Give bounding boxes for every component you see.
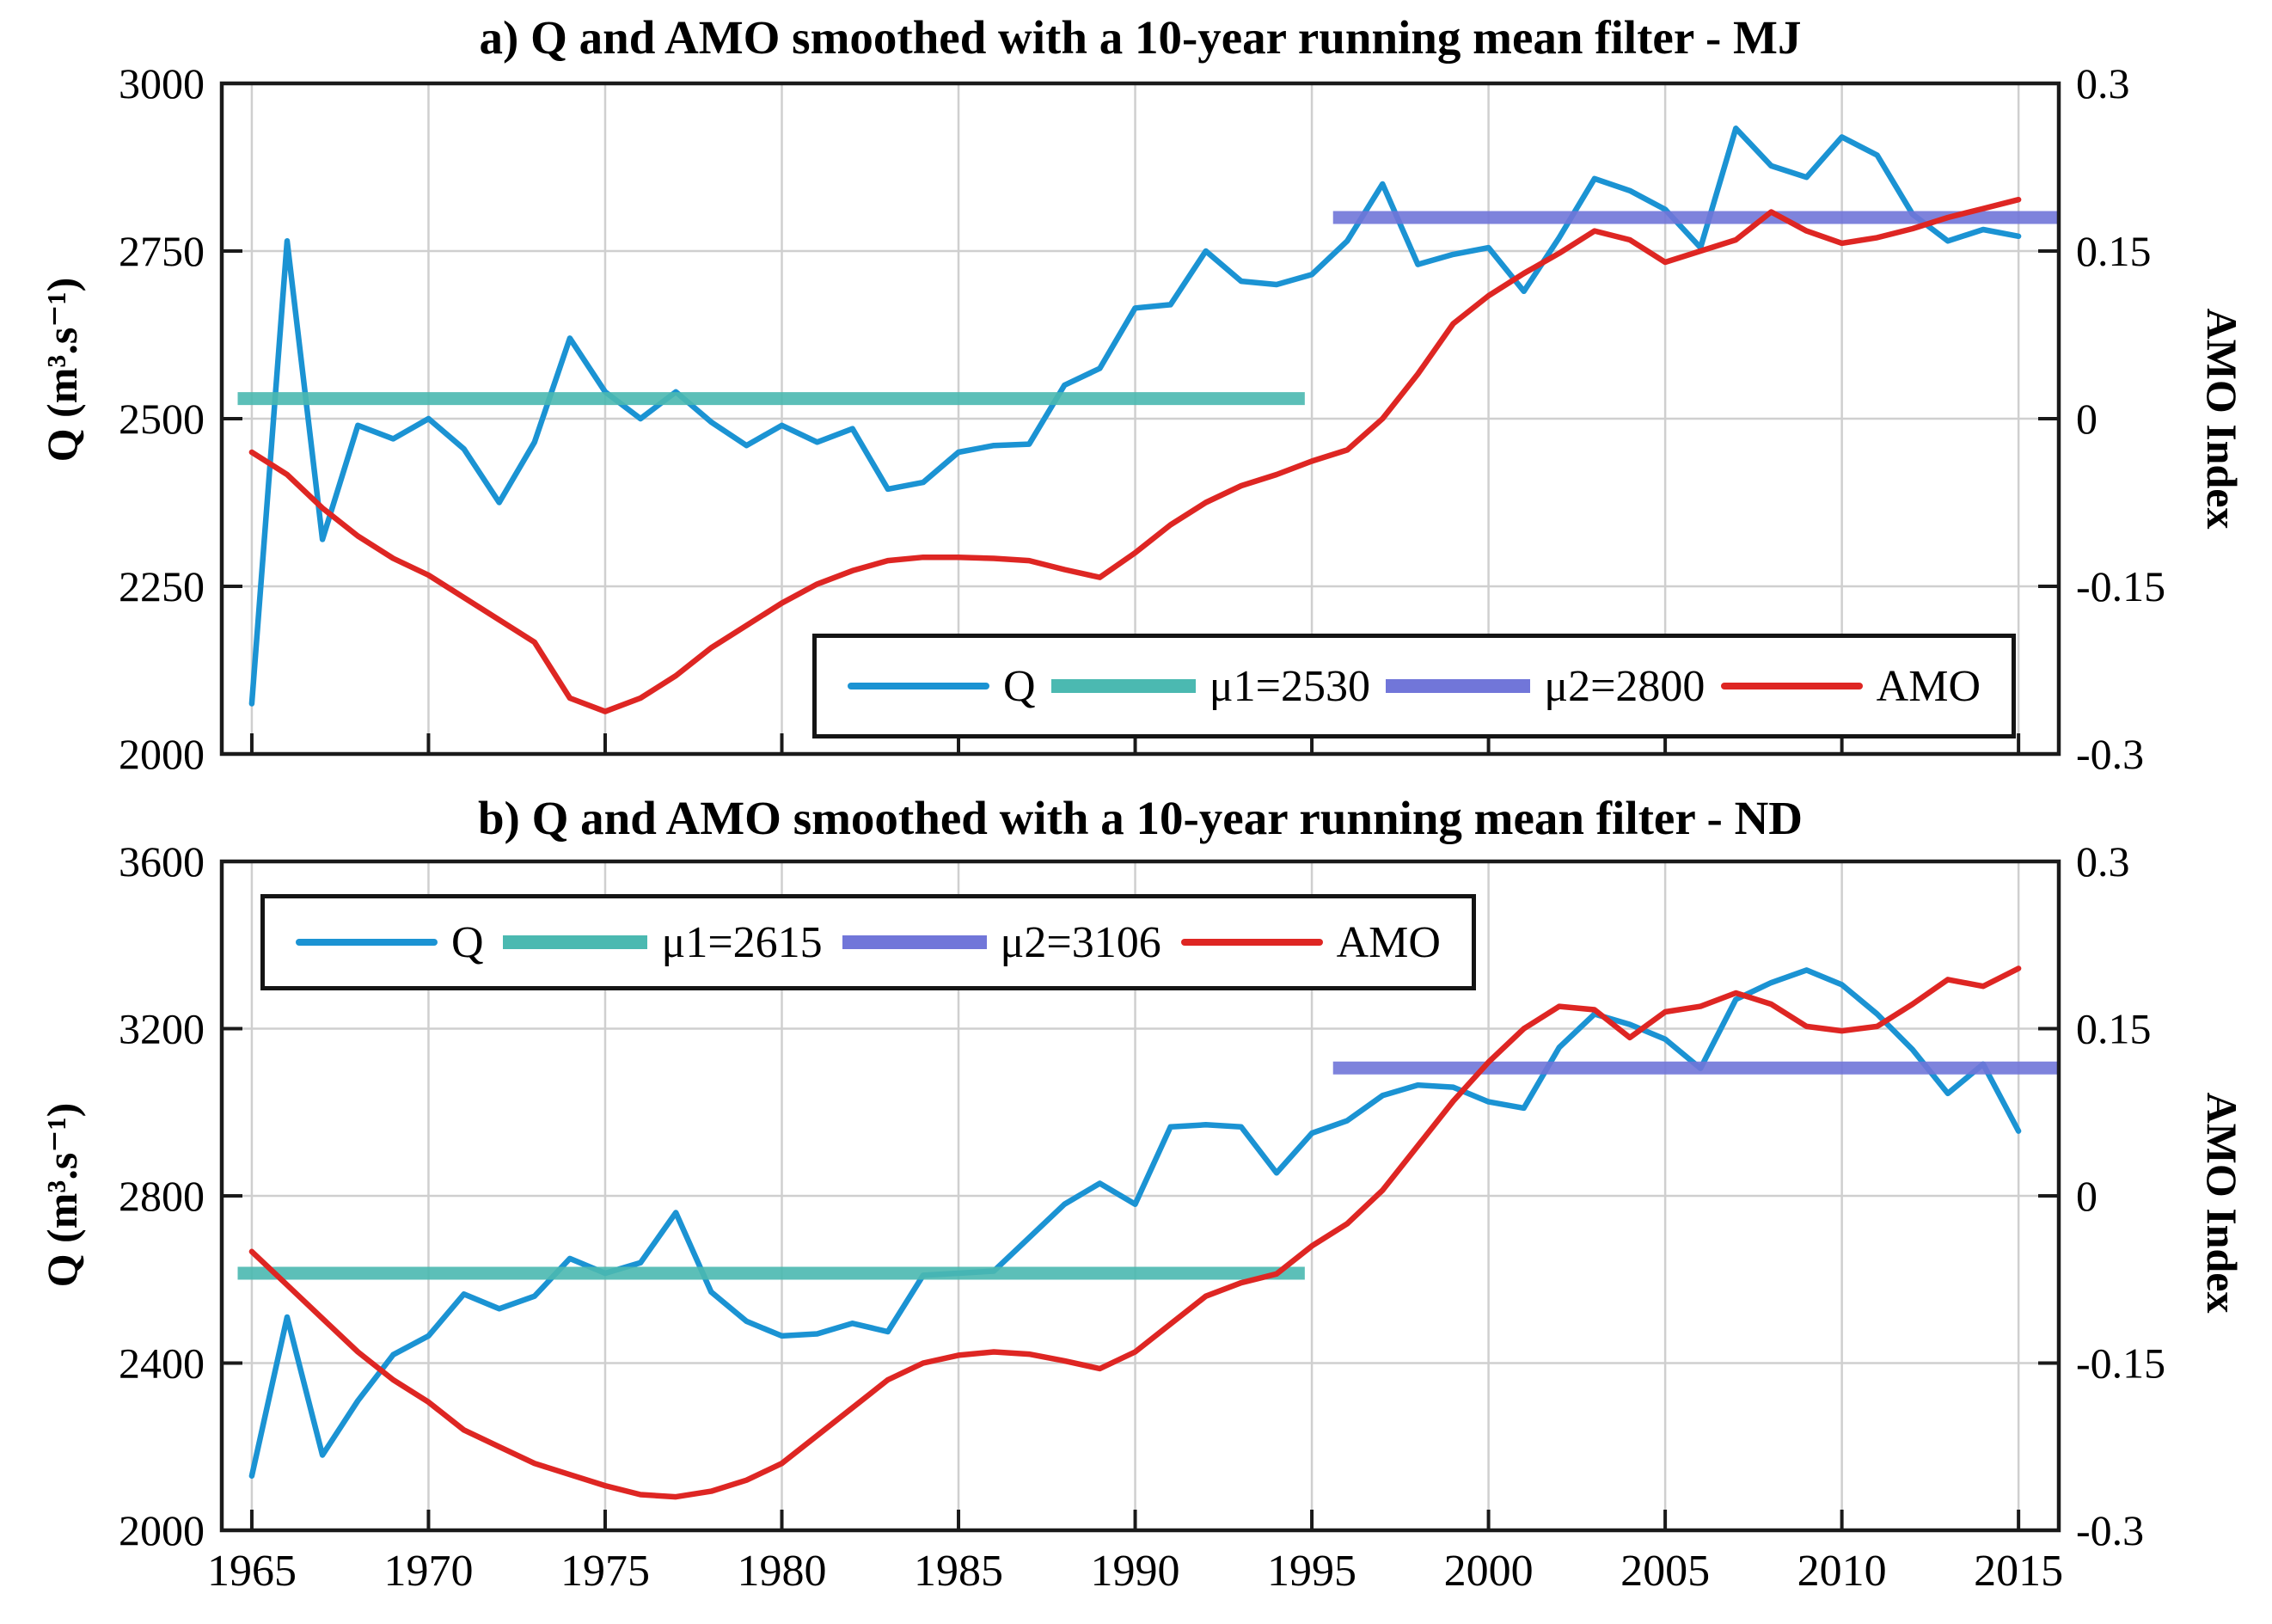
x-tick-label: 1980 — [737, 1547, 826, 1596]
x-tick-label: 1970 — [383, 1547, 473, 1596]
y2-tick-label-panel-b: -0.3 — [2076, 1506, 2144, 1554]
y2-tick-label-panel-a: 0.15 — [2076, 227, 2152, 275]
y-tick-label-panel-b: 3200 — [119, 1005, 205, 1053]
y-tick-label-panel-b: 2400 — [119, 1339, 205, 1388]
x-tick-label: 1990 — [1091, 1547, 1180, 1596]
y-tick-label-panel-b: 2800 — [119, 1172, 205, 1220]
legend-label-q: Q — [1003, 661, 1036, 711]
x-tick-label: 2015 — [1974, 1547, 2063, 1596]
q-line-swatch — [296, 939, 438, 946]
y-tick-label-panel-a: 2000 — [119, 730, 205, 778]
x-tick-label: 1965 — [207, 1547, 297, 1596]
y-tick-label-panel-a: 2250 — [119, 562, 205, 610]
mu2-line-swatch — [842, 935, 987, 949]
amo-line-swatch — [1720, 683, 1863, 689]
legend-label-mu2: μ2=3106 — [1000, 917, 1161, 967]
mu1-line-swatch — [1050, 679, 1196, 693]
y2-tick-label-panel-b: 0.3 — [2076, 837, 2130, 886]
y2-tick-label-panel-b: -0.15 — [2076, 1339, 2165, 1388]
legend-item-mu2: μ2=3106 — [842, 917, 1161, 968]
y2-tick-label-panel-a: -0.3 — [2076, 730, 2144, 778]
y2-tick-label-panel-a: 0.3 — [2076, 59, 2130, 107]
panel-b-y2-axis-label: AMO Index — [2198, 1092, 2246, 1314]
panel-b-y-axis-label: Q (m³.s⁻¹) — [38, 1102, 86, 1288]
x-tick-label: 1985 — [914, 1547, 1003, 1596]
y-tick-label-panel-b: 2000 — [119, 1506, 205, 1554]
panel-a-y2-axis-label: AMO Index — [2198, 308, 2246, 530]
legend-item-mu1: μ1=2530 — [1050, 661, 1370, 712]
panel-a-legend: Q μ1=2530 μ2=2800 AMO — [812, 634, 2016, 738]
x-tick-label: 1975 — [560, 1547, 650, 1596]
legend-item-mu2: μ2=2800 — [1386, 661, 1705, 712]
y2-tick-label-panel-b: 0.15 — [2076, 1005, 2152, 1053]
mu2-line-swatch — [1386, 679, 1531, 693]
y-tick-label-panel-a: 2750 — [119, 227, 205, 275]
amo-line-swatch — [1180, 939, 1323, 946]
y-tick-label-panel-b: 3600 — [119, 837, 205, 886]
x-tick-label: 2005 — [1620, 1547, 1710, 1596]
panel-a-y-axis-label: Q (m³.s⁻¹) — [38, 277, 86, 463]
legend-item-amo: AMO — [1180, 917, 1441, 968]
amo-series-line-panel-a — [248, 196, 2022, 714]
q-line-swatch — [848, 683, 989, 689]
q-series-line-panel-a — [248, 126, 2022, 707]
legend-item-q: Q — [848, 661, 1036, 712]
legend-label-mu2: μ2=2800 — [1544, 661, 1706, 711]
legend-item-mu1: μ1=2615 — [503, 917, 823, 968]
y2-tick-label-panel-a: -0.15 — [2076, 562, 2165, 610]
legend-label-mu1: μ1=2530 — [1209, 661, 1370, 711]
x-tick-label: 1995 — [1267, 1547, 1356, 1596]
legend-label-amo: AMO — [1876, 661, 1981, 711]
q-series-line-panel-b — [248, 967, 2022, 1480]
mu1-line-swatch — [503, 935, 648, 949]
amo-series-line-panel-b — [248, 965, 2022, 1500]
panel-b-legend: Q μ1=2615 μ2=3106 AMO — [260, 894, 1476, 990]
y-tick-label-panel-a: 2500 — [119, 395, 205, 443]
legend-item-amo: AMO — [1720, 661, 1981, 712]
x-tick-label: 2000 — [1444, 1547, 1534, 1596]
panel-a-title: a) Q and AMO smoothed with a 10-year run… — [479, 11, 1802, 64]
x-tick-label: 2010 — [1797, 1547, 1887, 1596]
legend-item-q: Q — [296, 917, 484, 968]
legend-label-mu1: μ1=2615 — [661, 917, 823, 967]
y2-tick-label-panel-b: 0 — [2076, 1172, 2097, 1220]
legend-label-amo: AMO — [1336, 917, 1441, 967]
panel-b-title: b) Q and AMO smoothed with a 10-year run… — [477, 792, 1804, 844]
y-tick-label-panel-a: 3000 — [119, 59, 205, 107]
y2-tick-label-panel-a: 0 — [2076, 395, 2097, 443]
legend-label-q: Q — [451, 917, 484, 967]
